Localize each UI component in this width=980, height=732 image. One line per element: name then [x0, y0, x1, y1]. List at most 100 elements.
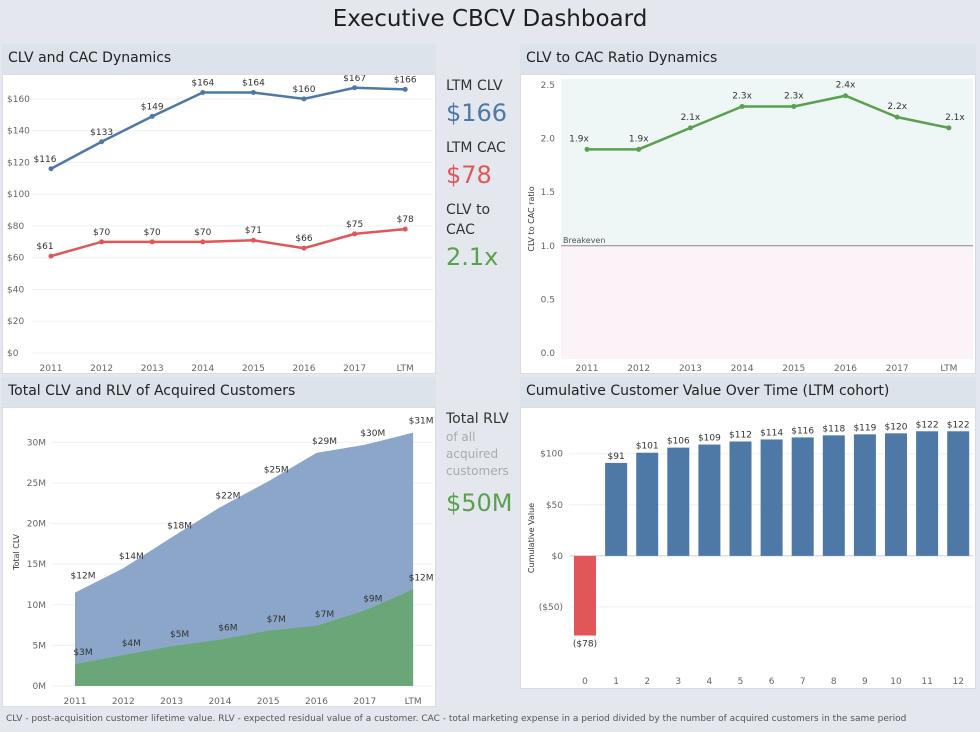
series-area-rlv	[75, 589, 414, 686]
data-label: $122	[916, 420, 939, 430]
x-tick-label: 4	[707, 677, 713, 687]
y-tick-label: 0.0	[541, 349, 556, 359]
data-point	[48, 166, 54, 172]
x-tick-label: 8	[831, 677, 837, 687]
total-rlv-sub-3: customers	[446, 464, 509, 478]
data-label: $29M	[312, 437, 337, 447]
ltm-cac-value: $78	[446, 161, 492, 189]
data-label: $149	[141, 102, 164, 112]
data-label: $5M	[170, 630, 189, 640]
y-tick-label: 1.5	[541, 188, 555, 198]
y-tick-label: 25M	[27, 479, 46, 489]
x-tick-label: 12	[952, 677, 963, 687]
data-label: $78	[397, 215, 414, 225]
x-tick-label: 2014	[208, 697, 231, 707]
data-label: $12M	[409, 573, 434, 583]
y-axis-label: Total CLV	[12, 534, 21, 571]
x-tick-label: 3	[675, 677, 681, 687]
data-point	[352, 85, 358, 91]
y-tick-label: $50	[546, 501, 563, 511]
data-label: $164	[242, 79, 265, 89]
ratio-chart: 0.0 0.5 1.0 1.5 2.0 2.5 Breakeven CLV to CAC ra…	[527, 79, 973, 374]
data-label: $7M	[315, 610, 334, 620]
y-tick-label: $100	[540, 450, 563, 460]
y-tick-label: 0.5	[541, 295, 555, 305]
data-label: $30M	[360, 429, 385, 439]
x-tick-label: 6	[769, 677, 775, 687]
clv-cac-chart: $0 $20 $40 $60 $80 $100 $120 $140 $160 2011 2012 20…	[7, 75, 433, 374]
data-label: $133	[90, 128, 113, 138]
bar	[791, 437, 814, 556]
data-label: $164	[191, 79, 214, 89]
x-tick-label: 2012	[90, 364, 113, 374]
ltm-cac-label: LTM CAC	[446, 140, 506, 156]
data-label: $7M	[267, 615, 286, 625]
x-tick-label: 2	[644, 677, 650, 687]
x-tick-label: 0	[582, 677, 588, 687]
x-tick-label: 2017	[343, 364, 366, 374]
data-point	[946, 125, 952, 131]
total-rlv-sub-2: acquired	[446, 447, 499, 461]
total-rlv-value: $50M	[446, 489, 513, 517]
y-tick-label: 15M	[27, 560, 46, 570]
y-tick-label: 5M	[33, 641, 47, 651]
data-point	[301, 245, 307, 251]
x-tick-label: 2016	[305, 697, 328, 707]
bar	[605, 462, 628, 556]
bar	[760, 439, 783, 556]
y-axis-label: CLV to CAC ratio	[527, 186, 536, 251]
bar	[698, 444, 721, 556]
y-tick-label: $80	[7, 222, 24, 232]
data-point	[301, 96, 307, 102]
y-tick-label: 1.0	[541, 242, 556, 252]
x-tick-label: 2015	[782, 364, 805, 374]
cumulative-chart: ($50) $0 $50 $100 Cumulative Value ($78) 0 $91 1…	[527, 420, 973, 687]
y-tick-label: ($50)	[539, 603, 563, 613]
data-point	[200, 90, 206, 96]
data-label: $91	[608, 452, 625, 462]
series-line-clv	[50, 86, 406, 170]
data-label: $118	[822, 424, 845, 434]
data-label: $31M	[409, 417, 434, 427]
data-label: $22M	[215, 491, 240, 501]
data-label: ($78)	[573, 640, 597, 650]
y-tick-label: $40	[7, 285, 24, 295]
data-label: $166	[394, 75, 417, 85]
data-label: $12M	[71, 572, 96, 582]
x-tick-label: 2015	[242, 364, 265, 374]
y-tick-label: $20	[7, 317, 24, 327]
data-point	[250, 237, 256, 243]
data-label: $75	[346, 220, 363, 230]
data-label: $116	[791, 426, 814, 436]
data-point	[739, 103, 745, 109]
total-clv-chart-panel: 0M 5M 10M 15M 20M 25M 30M Total CLV $12M $14M $18M…	[2, 407, 436, 707]
data-label: $18M	[167, 521, 192, 531]
bar	[916, 431, 939, 556]
data-point	[200, 239, 206, 245]
bar	[853, 434, 876, 556]
data-point	[149, 239, 155, 245]
data-label: $112	[729, 430, 752, 440]
x-tick-label: 11	[921, 677, 932, 687]
data-point	[843, 93, 848, 99]
data-label: $3M	[73, 648, 92, 658]
clv-cac-panel-title: CLV and CAC Dynamics	[2, 44, 436, 74]
data-label: $9M	[363, 594, 382, 604]
clv-cac-ratio-label-2: CAC	[446, 222, 475, 238]
bar	[947, 431, 970, 556]
total-clv-panel-title: Total CLV and RLV of Acquired Customers	[2, 377, 436, 407]
data-label: $116	[34, 155, 57, 165]
data-label: $70	[93, 228, 110, 238]
below-breakeven-band	[561, 245, 973, 359]
y-tick-label: $0	[552, 552, 564, 562]
data-label: 2.4x	[836, 81, 856, 91]
data-point	[48, 253, 54, 259]
x-tick-label: 2012	[112, 697, 135, 707]
x-tick-label: 2014	[731, 364, 754, 374]
data-point	[250, 90, 256, 96]
x-tick-label: 9	[862, 677, 868, 687]
x-tick-label: 2013	[141, 364, 164, 374]
data-point	[352, 231, 358, 237]
data-point	[636, 146, 642, 152]
y-axis-label: Cumulative Value	[527, 503, 536, 573]
